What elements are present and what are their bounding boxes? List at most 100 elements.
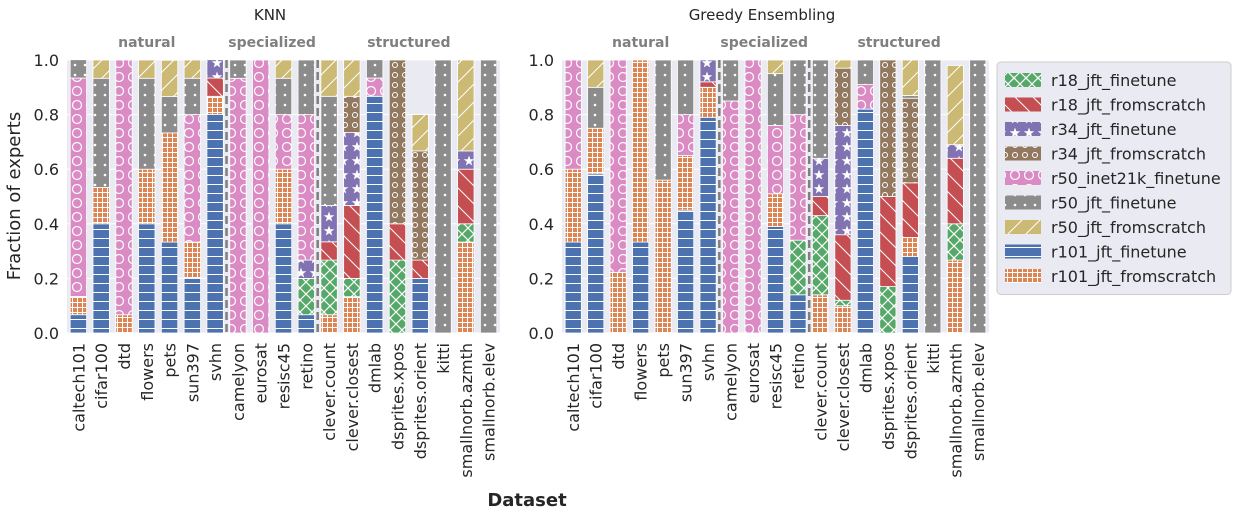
greedy-bar-svhn-r101_jft_fromscratch	[699, 86, 717, 118]
legend-label-r50_jft_fromscratch: r50_jft_fromscratch	[1051, 218, 1206, 238]
y-axis-label: Fraction of experts	[4, 112, 25, 280]
greedy-bar-flowers-r101_jft_finetune	[632, 241, 650, 334]
greedy-bar-clever.count-r34_jft_finetune	[811, 157, 829, 197]
knn-x-tick-label: clever.closest	[343, 343, 362, 451]
knn-group-label-specialized: specialized	[228, 35, 316, 51]
greedy-bar-pets-r101_jft_fromscratch	[654, 179, 672, 334]
greedy-bar-kitti-r50_jft_finetune	[924, 59, 942, 334]
knn-x-tick-label: kitti	[434, 343, 453, 374]
knn-bar-retino-r34_jft_finetune	[297, 259, 315, 279]
knn-bar-dsprites.xpos-r34_jft_fromscratch	[388, 59, 407, 225]
greedy-bar-cifar100-r101_jft_finetune	[587, 173, 605, 334]
greedy-group-label-natural: natural	[612, 35, 669, 51]
knn-bar-camelyon-r50_inet21k_finetune	[229, 77, 247, 334]
knn-bar-clever.count-r34_jft_finetune	[320, 205, 338, 243]
knn-y-tick-label: 0.4	[34, 215, 59, 234]
greedy-bar-clever.closest-r34_jft_fromscratch	[834, 67, 852, 126]
greedy-x-tick-label: retino	[789, 343, 808, 390]
greedy-x-tick-label: sun397	[677, 343, 696, 402]
greedy-x-tick-label: camelyon	[722, 343, 741, 421]
knn-x-tick-label: clever.count	[320, 343, 339, 441]
knn-x-tick-label: flowers	[138, 343, 157, 401]
knn-bar-caltech101-r101_jft_finetune	[69, 314, 87, 334]
greedy-bar-eurosat-r50_inet21k_finetune	[744, 59, 762, 334]
greedy-bar-dmlab-r50_inet21k_finetune	[856, 84, 874, 110]
greedy-bar-svhn-r18_jft_fromscratch	[699, 81, 717, 88]
legend-swatch-r101_jft_finetune	[1005, 244, 1041, 259]
greedy-x-tick-label: dsprites.xpos	[879, 343, 898, 450]
knn-group-label-structured: structured	[367, 35, 450, 51]
greedy-bar-clever.closest-r34_jft_finetune	[834, 125, 852, 236]
greedy-bar-clever.count-r50_jft_finetune	[811, 59, 829, 159]
greedy-bar-dsprites.orient-r50_jft_finetune	[901, 95, 919, 99]
knn-bar-caltech101-r50_inet21k_finetune	[69, 77, 87, 297]
knn-x-tick-label: cifar100	[92, 343, 111, 409]
greedy-bar-dsprites.xpos-r18_jft_finetune	[879, 286, 897, 334]
knn-bar-flowers-r101_jft_fromscratch	[138, 168, 156, 225]
legend-label-r50_inet21k_finetune: r50_inet21k_finetune	[1051, 169, 1221, 189]
greedy-ensembling-panel: Greedy Ensembling 0.0 0.2 0.4 0.6 0.8 1.0 calt…	[529, 6, 989, 478]
greedy-bar-dmlab-r101_jft_finetune	[856, 108, 874, 334]
greedy-x-tick-label: svhn	[699, 343, 718, 381]
greedy-x-tick-label: eurosat	[744, 343, 763, 403]
greedy-y-tick-label: 0.4	[529, 215, 554, 234]
legend-label-r18_jft_fromscratch: r18_jft_fromscratch	[1051, 96, 1206, 116]
knn-bar-flowers-r50_jft_fromscratch	[138, 59, 156, 79]
legend-swatch-r50_jft_finetune	[1005, 195, 1041, 210]
knn-y-tick-label: 0.2	[34, 269, 59, 288]
knn-bar-camelyon-r50_jft_finetune	[229, 59, 247, 79]
knn-y-tick-label: 0.6	[34, 160, 59, 179]
legend-swatch-r18_jft_finetune	[1005, 73, 1041, 87]
knn-bar-dmlab-r101_jft_finetune	[366, 95, 384, 334]
knn-bar-resisc45-r101_jft_finetune	[274, 223, 293, 334]
greedy-bar-retino-r50_inet21k_finetune	[789, 114, 807, 241]
legend-label-r50_jft_finetune: r50_jft_finetune	[1051, 194, 1176, 214]
knn-bar-clever.closest-r34_jft_finetune	[343, 132, 361, 206]
knn-bar-dmlab-r50_jft_finetune	[366, 59, 384, 79]
greedy-bar-resisc45-r101_jft_fromscratch	[767, 193, 784, 227]
greedy-bar-svhn-r101_jft_finetune	[699, 116, 717, 334]
legend: r18_jft_finetune r18_jft_fromscratch r34_j…	[996, 61, 1232, 295]
knn-bar-eurosat-r50_inet21k_finetune	[252, 59, 270, 334]
legend-label-r34_jft_finetune: r34_jft_finetune	[1051, 120, 1176, 140]
legend-swatch-r101_jft_fromscratch	[1005, 269, 1041, 283]
knn-bar-dsprites.orient-r34_jft_fromscratch	[411, 150, 429, 261]
knn-bar-smallnorb.azmth-r18_jft_fromscratch	[457, 168, 475, 225]
greedy-x-tick-label: kitti	[924, 343, 943, 374]
knn-x-tick-label: pets	[161, 343, 180, 378]
greedy-bar-clever.count-r101_jft_fromscratch	[811, 294, 829, 334]
knn-bar-cifar100-r50_jft_fromscratch	[92, 59, 110, 79]
knn-x-tick-label: dtd	[115, 343, 134, 370]
knn-bar-dtd-r101_jft_fromscratch	[115, 314, 133, 334]
greedy-x-tick-label: dtd	[609, 343, 628, 370]
knn-x-tick-label: dmlab	[366, 343, 385, 393]
greedy-bar-caltech101-r50_inet21k_finetune	[564, 59, 582, 170]
greedy-bar-dsprites.orient-r101_jft_finetune	[901, 256, 919, 334]
greedy-y-tick-label: 1.0	[529, 51, 554, 70]
greedy-bar-caltech101-r101_jft_finetune	[564, 241, 582, 334]
greedy-x-tick-label: smallnorb.azmth	[946, 343, 965, 478]
legend-label-r101_jft_finetune: r101_jft_finetune	[1051, 243, 1187, 263]
legend-label-r18_jft_finetune: r18_jft_finetune	[1051, 71, 1176, 91]
greedy-bar-sun397-r50_jft_finetune	[677, 59, 695, 115]
knn-bar-sun397-r50_jft_fromscratch	[183, 59, 201, 79]
knn-bar-clever.closest-r18_jft_fromscratch	[343, 205, 361, 279]
greedy-x-tick-label: clever.closest	[834, 343, 853, 451]
greedy-bar-dsprites.orient-r50_jft_fromscratch	[901, 59, 919, 96]
greedy-chart-title: Greedy Ensembling	[689, 6, 836, 24]
knn-panel: KNN 0.0 0.2 0.4 0.6 0.8 1.0 caltech101 cifar100…	[34, 6, 500, 478]
knn-bar-clever.closest-r101_jft_fromscratch	[343, 296, 361, 334]
greedy-bar-sun397-r101_jft_fromscratch	[677, 155, 695, 211]
knn-bar-flowers-r101_jft_finetune	[138, 223, 156, 334]
greedy-bar-caltech101-r101_jft_fromscratch	[564, 168, 582, 243]
knn-bar-clever.count-r50_jft_finetune	[320, 95, 338, 206]
greedy-bar-smallnorb.azmth-r18_jft_fromscratch	[946, 157, 964, 225]
knn-bar-resisc45-r101_jft_fromscratch	[274, 168, 293, 225]
greedy-bar-dsprites.xpos-r18_jft_fromscratch	[879, 196, 897, 287]
knn-bar-smallnorb.azmth-r18_jft_finetune	[457, 223, 475, 243]
greedy-bar-cifar100-r50_jft_finetune	[587, 86, 605, 129]
knn-x-tick-label: resisc45	[275, 343, 294, 409]
greedy-bar-dsprites.orient-r18_jft_fromscratch	[901, 182, 919, 238]
knn-bar-retino-r101_jft_finetune	[297, 314, 315, 334]
knn-bar-clever.count-r101_jft_fromscratch	[320, 314, 338, 334]
